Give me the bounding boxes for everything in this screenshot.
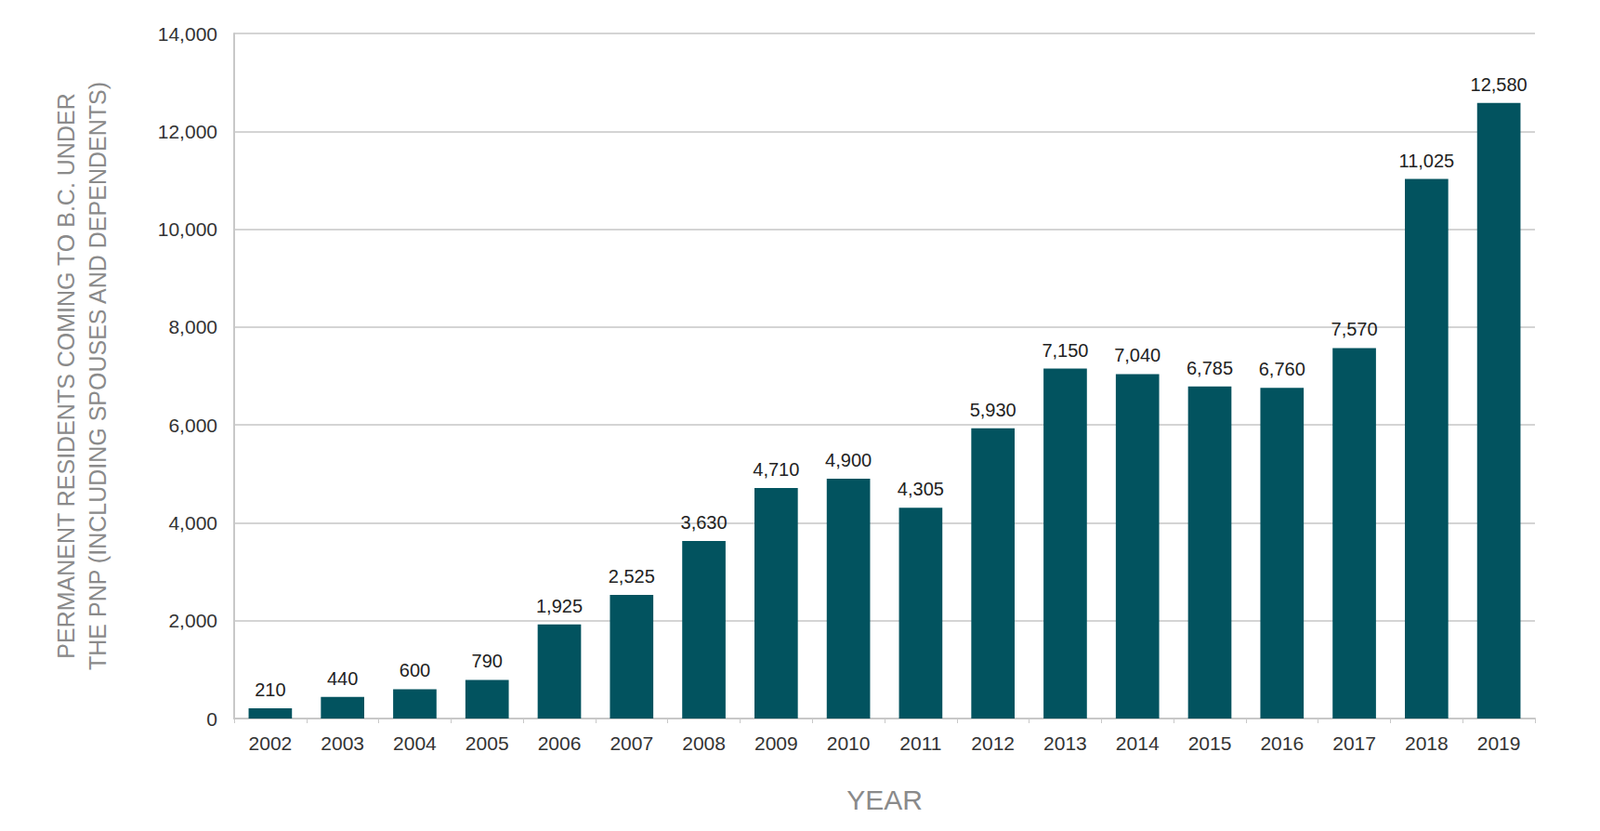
svg-text:2002: 2002: [249, 732, 293, 754]
svg-text:THE PNP (INCLUDING SPOUSES AND: THE PNP (INCLUDING SPOUSES AND DEPENDENT…: [84, 81, 111, 670]
svg-text:0: 0: [206, 708, 218, 730]
svg-text:4,900: 4,900: [825, 449, 872, 471]
svg-text:2011: 2011: [899, 732, 942, 754]
svg-text:2003: 2003: [320, 732, 365, 754]
svg-text:PERMANENT RESIDENTS COMING TO: PERMANENT RESIDENTS COMING TO B.C. UNDER: [52, 92, 79, 658]
svg-text:YEAR: YEAR: [846, 784, 923, 815]
svg-text:2005: 2005: [465, 732, 510, 754]
svg-text:2009: 2009: [754, 732, 799, 754]
svg-text:7,040: 7,040: [1114, 344, 1161, 366]
svg-text:12,000: 12,000: [157, 120, 218, 143]
svg-text:2019: 2019: [1477, 732, 1522, 754]
svg-text:5,930: 5,930: [970, 399, 1017, 420]
svg-text:12,580: 12,580: [1470, 74, 1528, 95]
svg-text:2,000: 2,000: [168, 609, 218, 631]
svg-text:3,630: 3,630: [681, 511, 728, 533]
svg-text:2015: 2015: [1188, 732, 1233, 754]
svg-text:2008: 2008: [681, 732, 726, 754]
svg-text:440: 440: [327, 668, 358, 689]
svg-text:790: 790: [472, 650, 503, 671]
svg-text:6,785: 6,785: [1186, 357, 1233, 379]
svg-text:210: 210: [254, 679, 286, 700]
svg-text:8,000: 8,000: [168, 315, 218, 338]
svg-text:7,150: 7,150: [1041, 340, 1089, 361]
svg-text:600: 600: [399, 659, 431, 681]
svg-text:2006: 2006: [537, 732, 582, 754]
svg-text:2017: 2017: [1332, 732, 1377, 754]
svg-text:2018: 2018: [1404, 732, 1449, 754]
svg-text:4,710: 4,710: [752, 459, 800, 480]
svg-text:2013: 2013: [1043, 732, 1088, 754]
svg-text:2007: 2007: [609, 732, 654, 754]
svg-text:2004: 2004: [393, 732, 437, 754]
svg-text:1,925: 1,925: [536, 595, 583, 617]
svg-text:6,760: 6,760: [1259, 358, 1306, 380]
svg-text:2016: 2016: [1259, 732, 1304, 754]
svg-text:2010: 2010: [826, 732, 871, 754]
svg-text:10,000: 10,000: [157, 218, 218, 240]
svg-text:2014: 2014: [1115, 732, 1160, 754]
svg-text:2012: 2012: [970, 732, 1015, 754]
svg-text:4,000: 4,000: [168, 511, 218, 534]
svg-text:11,025: 11,025: [1398, 150, 1455, 171]
svg-text:4,305: 4,305: [897, 478, 945, 499]
svg-text:2,525: 2,525: [608, 565, 656, 587]
svg-text:6,000: 6,000: [168, 414, 218, 436]
svg-text:7,570: 7,570: [1331, 318, 1378, 340]
svg-text:14,000: 14,000: [157, 23, 218, 45]
